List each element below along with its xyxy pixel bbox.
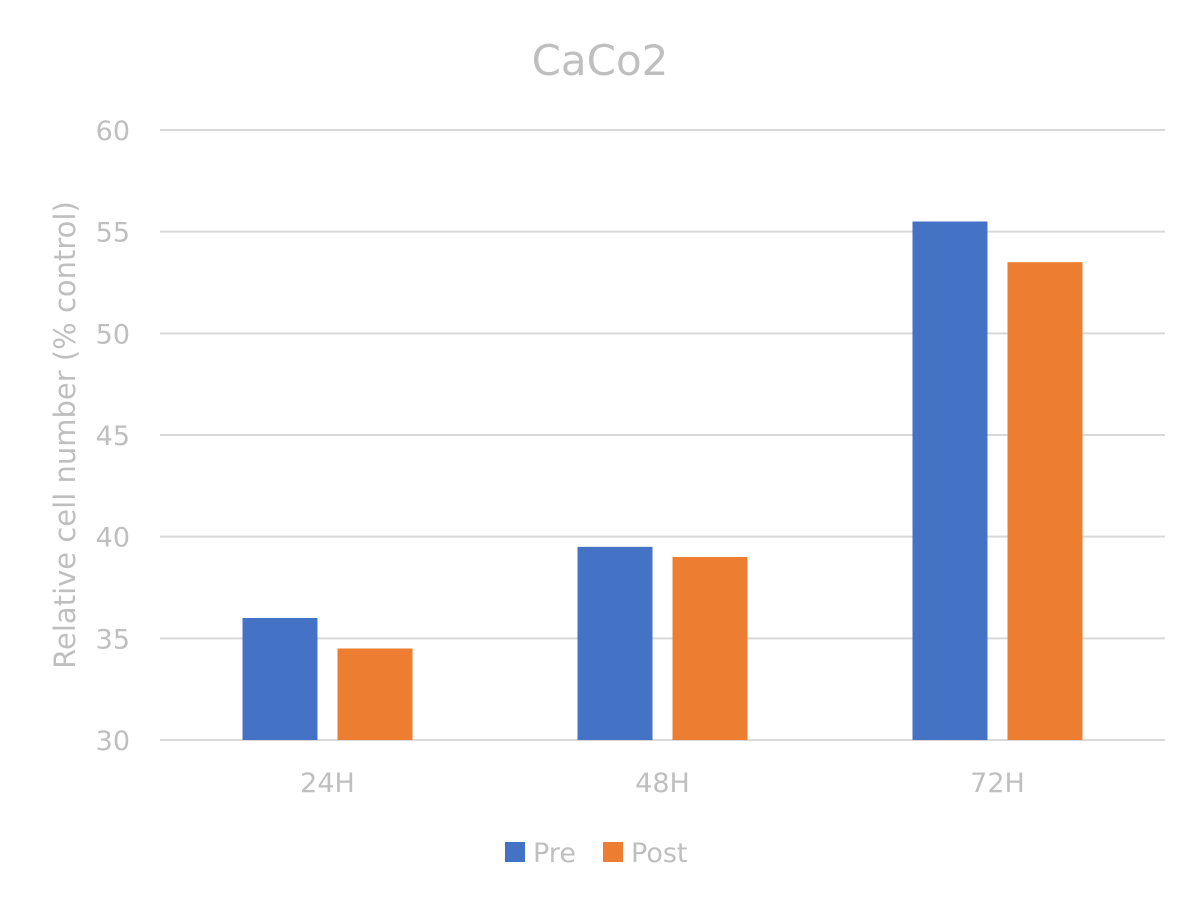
legend-label: Pre (533, 838, 576, 869)
x-tick-label: 72H (970, 768, 1025, 799)
y-tick-label: 45 (96, 421, 130, 452)
x-tick-labels: 24H 48H 72H (300, 768, 1025, 799)
bars (242, 221, 1083, 740)
bar-pre-72h (912, 221, 988, 740)
y-tick-labels: 30 35 40 45 50 55 60 (96, 116, 130, 757)
chart-title: CaCo2 (532, 36, 669, 85)
legend-label: Post (631, 838, 688, 869)
legend-swatch (505, 842, 525, 862)
y-tick-label: 35 (96, 624, 130, 655)
bar-post-72h (1007, 262, 1083, 740)
y-axis-label: Relative cell number (% control) (48, 201, 82, 669)
y-tick-label: 55 (96, 218, 130, 249)
y-tick-label: 60 (96, 116, 130, 147)
gridlines (160, 129, 1165, 741)
bar-post-48h (672, 557, 748, 740)
legend-swatch (603, 842, 623, 862)
legend-item-post: Post (603, 838, 688, 869)
bar-pre-24h (242, 618, 318, 740)
y-tick-label: 50 (96, 319, 130, 350)
x-tick-label: 24H (300, 768, 355, 799)
bar-pre-48h (577, 546, 653, 740)
x-tick-label: 48H (635, 768, 690, 799)
legend-item-pre: Pre (505, 838, 576, 869)
y-tick-label: 30 (96, 726, 130, 757)
bar-post-24h (337, 648, 413, 740)
legend: Pre Post (505, 838, 688, 869)
y-tick-label: 40 (96, 523, 130, 554)
